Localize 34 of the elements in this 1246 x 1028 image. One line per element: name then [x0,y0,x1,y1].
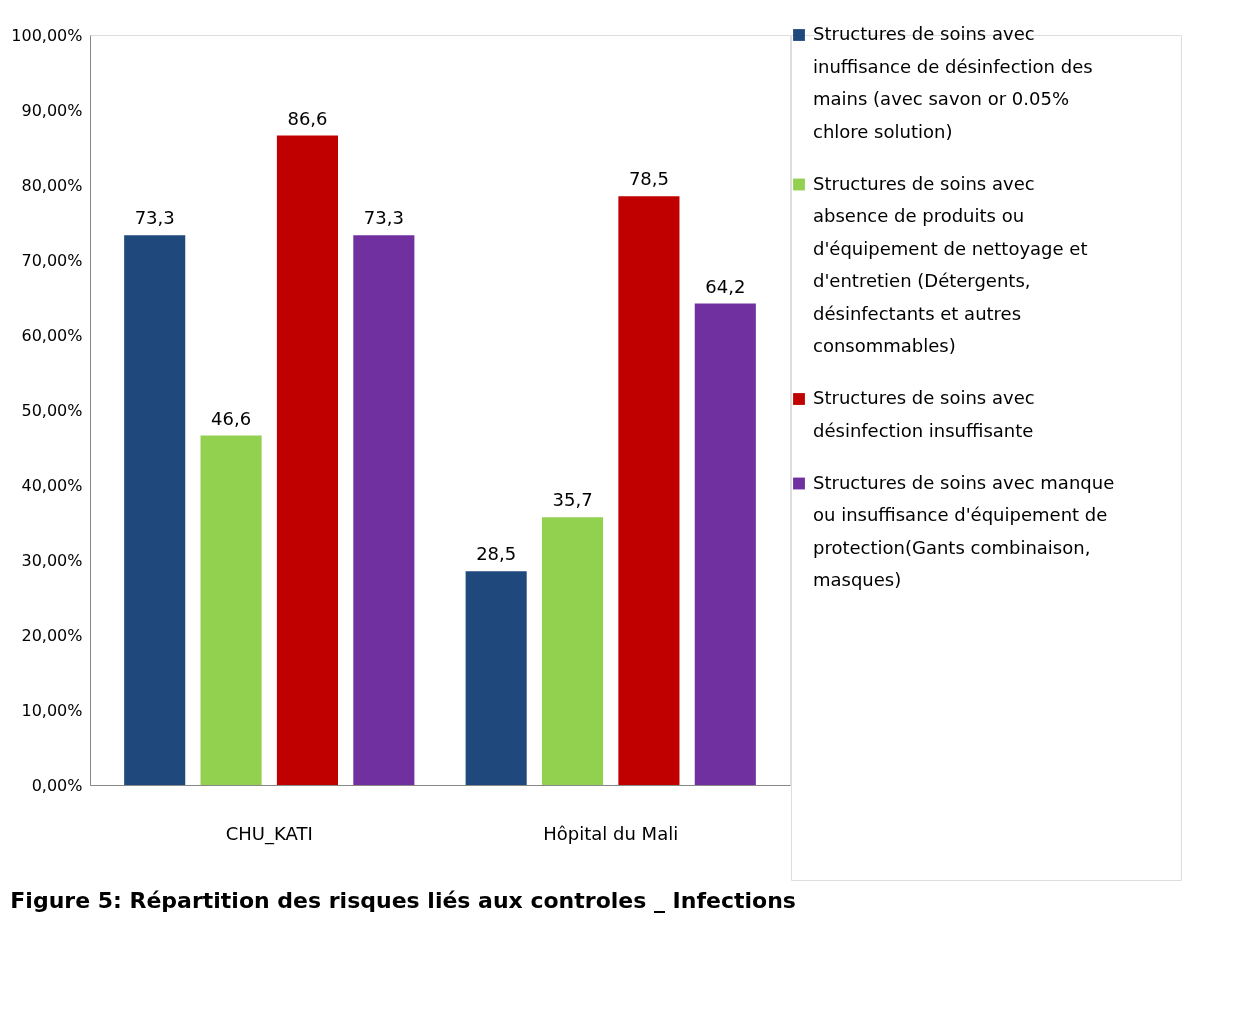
bar [200,435,262,785]
y-tick-label: 20,00% [21,625,83,645]
bar [353,235,415,785]
y-tick-label: 30,00% [21,550,83,570]
y-tick-label: 100,00% [11,25,83,45]
x-tick-label: CHU_KATI [225,822,313,845]
legend-label: Structures de soins avec manque ou insuffisance d'équipement de protection(Gants combinaison, masques) [813,471,1115,590]
y-tick-label: 40,00% [21,475,83,495]
bar [694,303,756,785]
data-label: 73,3 [134,207,175,229]
data-label: 78,5 [628,168,669,190]
data-label: 86,6 [287,107,328,129]
data-label: 35,7 [552,489,593,511]
y-tick-label: 50,00% [21,400,83,420]
legend-label: Structures de soins avec désinfection insuffisante [813,387,1035,441]
data-label: 28,5 [476,543,517,565]
bar [276,135,339,785]
legend-label: Structures de soins avec absence de produits ou d'équipement de nettoyage et d'entretien (Détergents, désinfectants et autres consommables) [813,172,1088,356]
data-label: 73,3 [363,207,404,229]
bar [618,196,680,785]
bar [465,571,527,785]
data-label: 46,6 [211,407,252,429]
y-tick-label: 90,00% [21,100,83,120]
y-tick-label: 10,00% [21,700,83,720]
data-label: 64,2 [705,275,746,297]
bar [124,235,186,785]
y-tick-label: 70,00% [21,250,83,270]
legend-label: Structures de soins avec inuffisance de désinfection des mains (avec savon or 0.05% chlore solution) [813,23,1093,142]
x-tick-label: Hôpital du Mali [543,822,679,844]
bar [541,517,604,785]
y-tick-label: 0,00% [31,775,83,795]
text: Figure 5: Répartition des risques liés aux controles _ Infections [10,887,796,913]
y-tick-label: 80,00% [21,175,83,195]
y-tick-label: 60,00% [21,325,83,345]
